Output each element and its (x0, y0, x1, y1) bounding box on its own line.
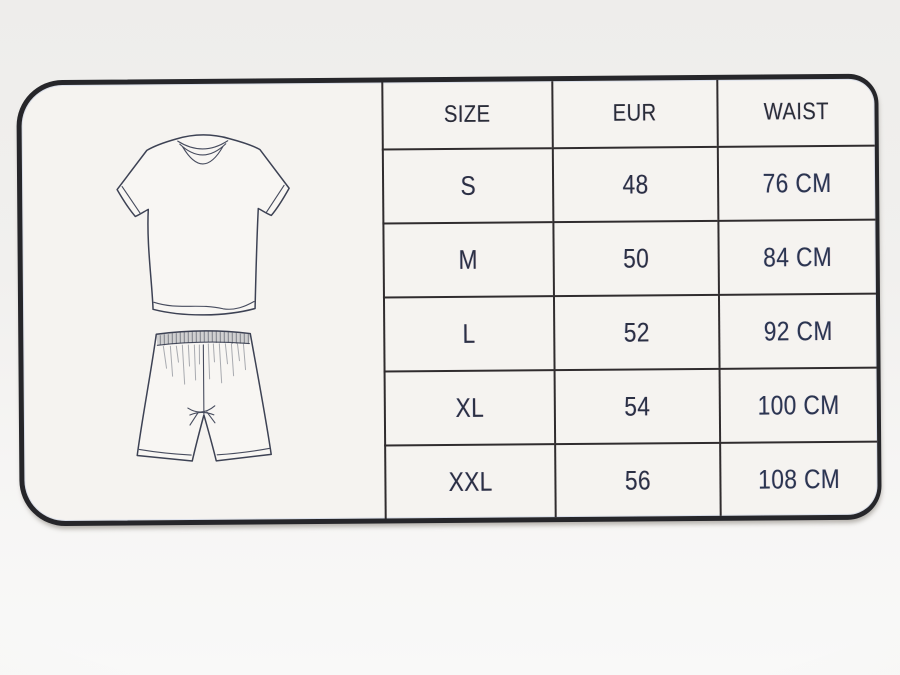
eur-value: 54 (623, 390, 651, 422)
size-chart-card: SIZE EUR WAIST S 48 76 CM M 50 84 CM L 5… (16, 73, 882, 527)
waist-value: 76 CM (762, 167, 832, 199)
size-value: L (462, 318, 476, 349)
column-header-eur-label: EUR (612, 99, 657, 127)
waist-cell: 100 CM (718, 366, 878, 442)
shorts-drawing (136, 330, 272, 462)
size-cell: XXL (384, 443, 555, 519)
size-value: S (460, 170, 476, 201)
eur-cell: 48 (551, 145, 718, 222)
size-value: XXL (448, 466, 493, 497)
size-cell: S (381, 147, 553, 223)
column-header-size: SIZE (381, 81, 552, 149)
eur-value: 56 (624, 464, 651, 496)
column-header-waist-label: WAIST (763, 98, 830, 126)
size-cell: XL (383, 369, 554, 445)
column-header-waist: WAIST (715, 78, 875, 146)
size-value: XL (455, 392, 485, 423)
eur-value: 48 (622, 168, 649, 200)
column-header-size-label: SIZE (444, 100, 491, 129)
tshirt-drawing (116, 134, 290, 316)
eur-cell: 54 (553, 367, 719, 444)
waist-value: 84 CM (762, 241, 833, 273)
size-table: SIZE EUR WAIST S 48 76 CM M 50 84 CM L 5… (381, 78, 878, 519)
eur-cell: 52 (552, 293, 719, 370)
size-cell: L (382, 295, 554, 371)
waist-cell: 92 CM (717, 292, 877, 368)
eur-value: 52 (623, 316, 650, 348)
waist-cell: 76 CM (716, 144, 876, 220)
eur-cell: 56 (553, 441, 720, 518)
eur-value: 50 (622, 242, 650, 274)
waist-value: 92 CM (763, 315, 833, 347)
waist-cell: 84 CM (717, 218, 876, 294)
eur-cell: 50 (552, 219, 718, 296)
column-header-eur: EUR (551, 79, 717, 148)
size-value: M (458, 244, 479, 275)
size-cell: M (382, 221, 553, 297)
waist-value: 108 CM (758, 463, 841, 495)
waist-value: 100 CM (757, 389, 840, 421)
waist-cell: 108 CM (718, 440, 878, 516)
garment-illustration-panel (21, 83, 384, 522)
pajama-set-illustration (116, 134, 290, 462)
